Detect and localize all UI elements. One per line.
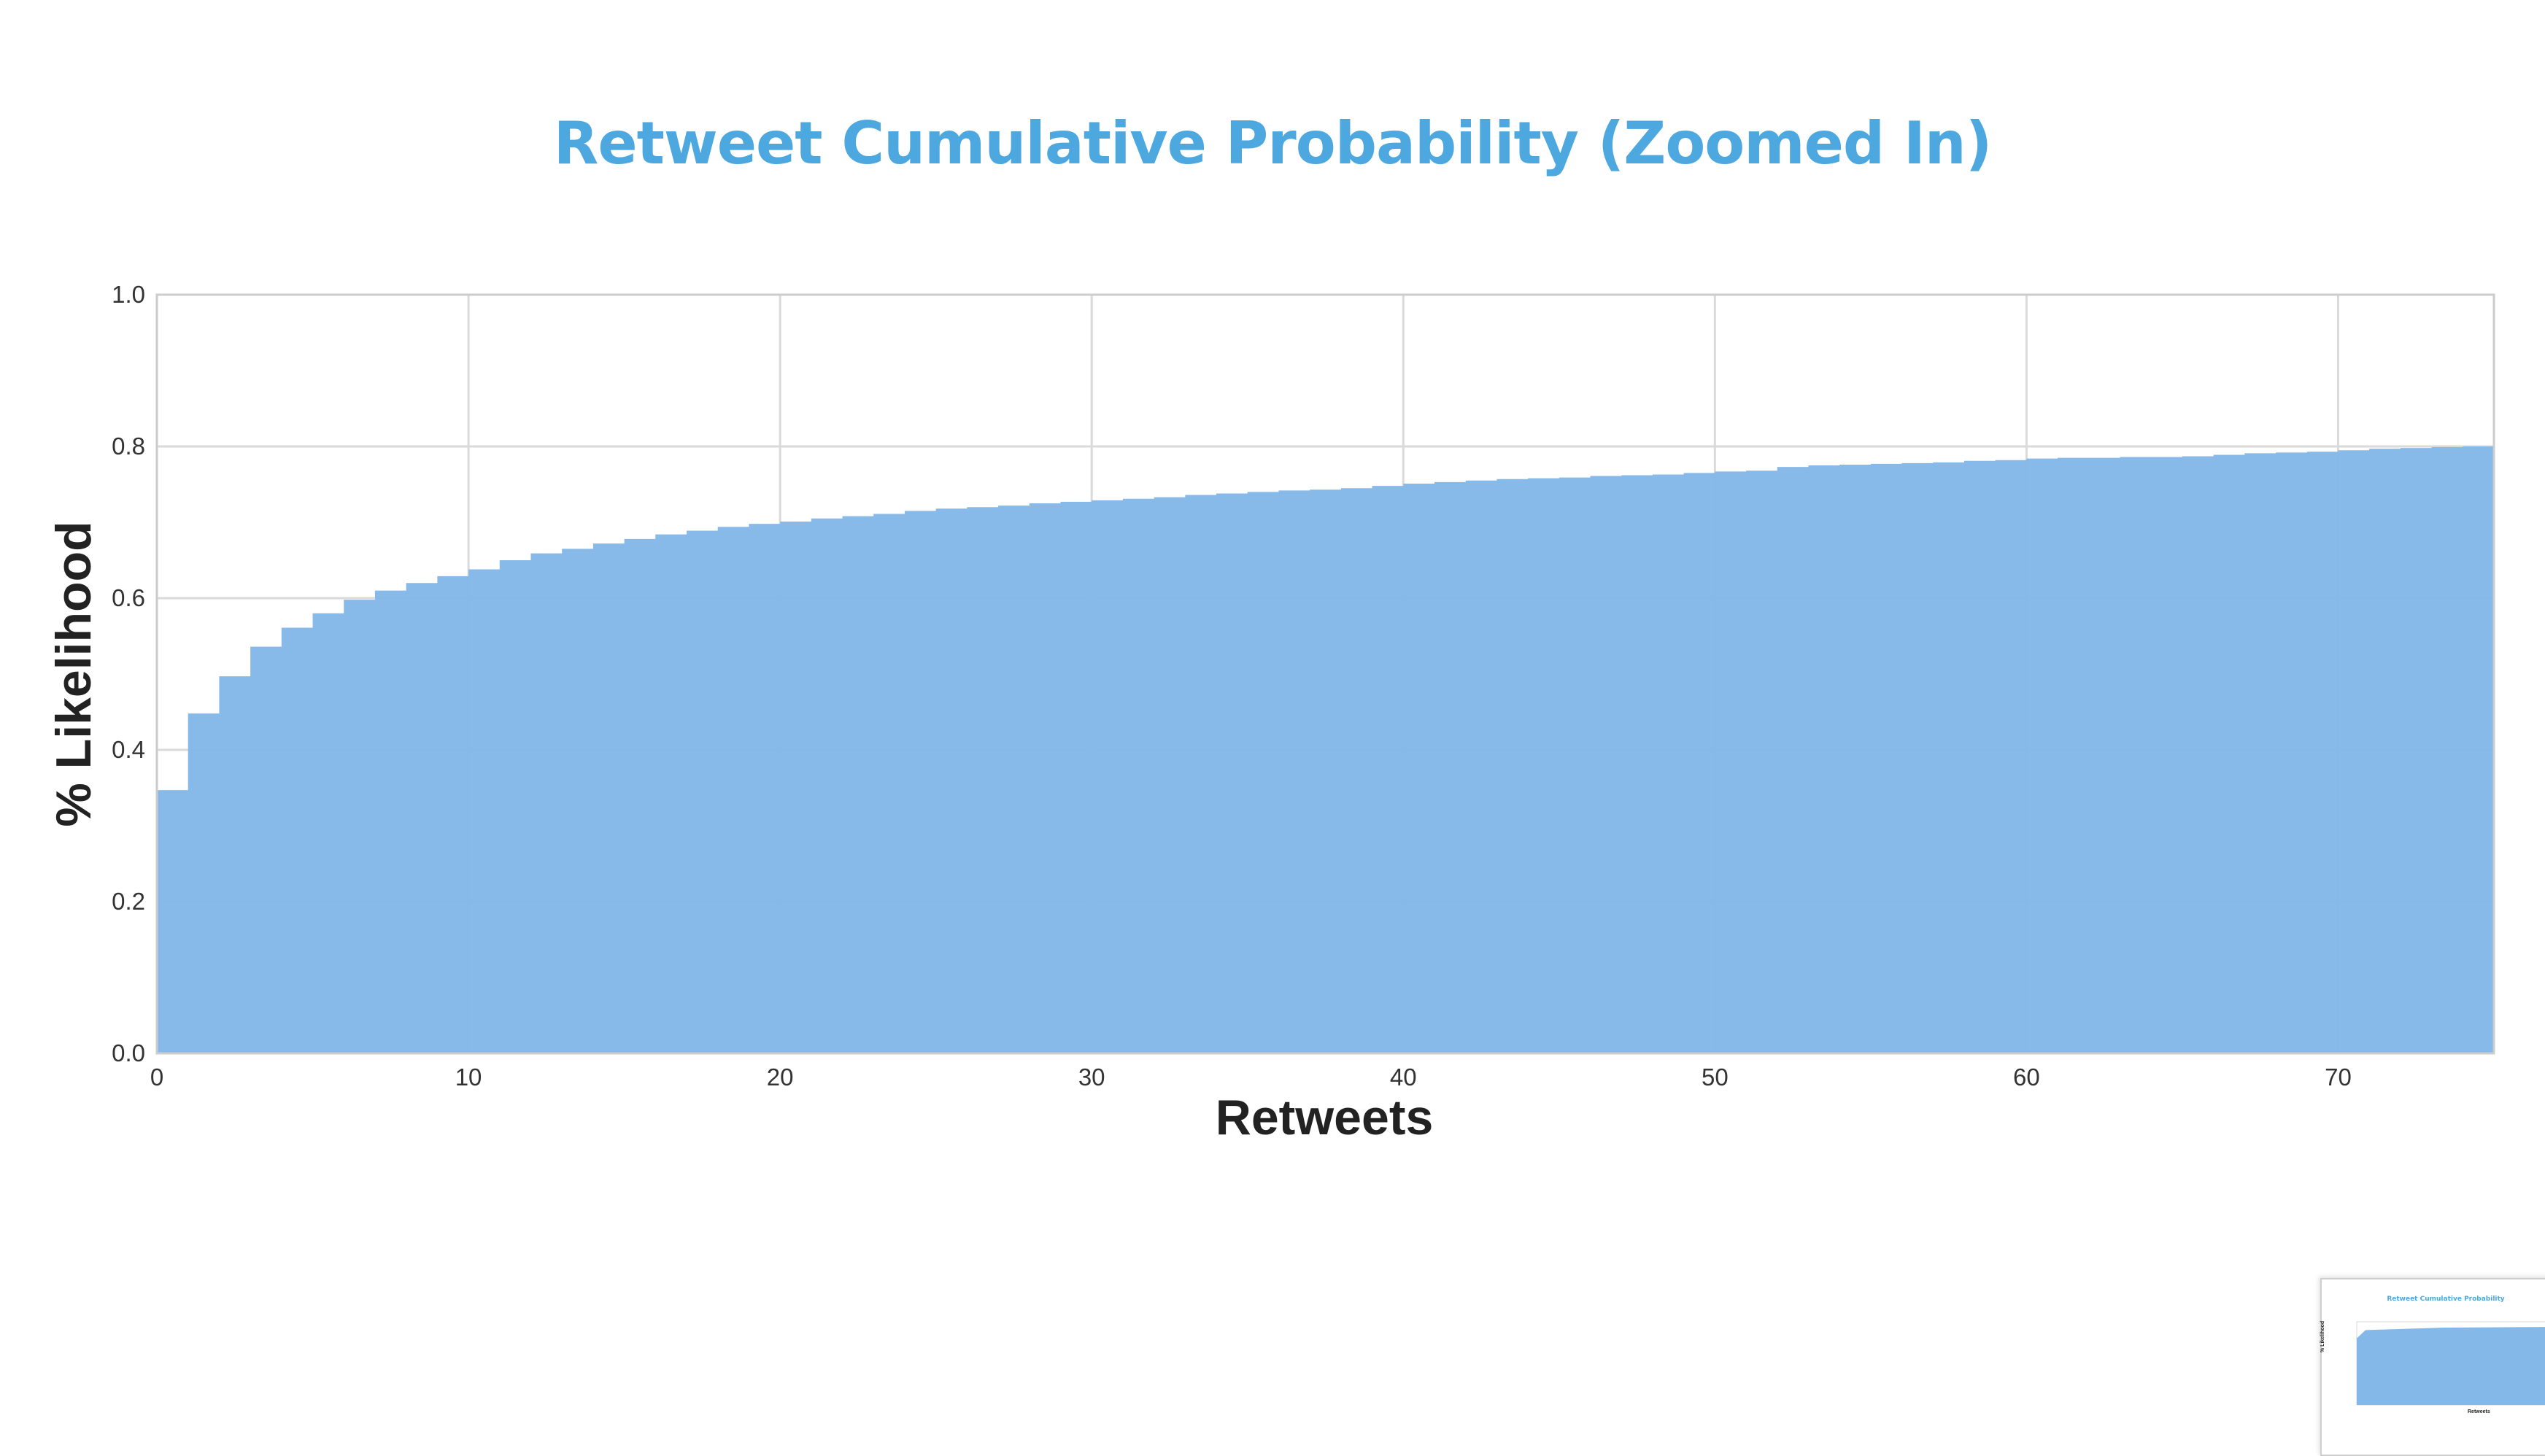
y-tick-label: 0.8: [112, 433, 145, 460]
plot-frame: [155, 293, 2495, 1055]
slide-title: Retweet Cumulative Probability (Zoomed I…: [553, 109, 1993, 177]
x-tick-label: 40: [1390, 1064, 1417, 1091]
thumbnail-title: Retweet Cumulative Probability: [2387, 1296, 2505, 1303]
x-tick-label: 30: [1078, 1064, 1105, 1091]
x-tick-label: 20: [767, 1064, 794, 1091]
y-tick-label: 0.0: [112, 1039, 145, 1066]
y-tick-label: 1.0: [112, 281, 145, 308]
plot-border: [155, 293, 2495, 1055]
thumbnail-area: [2357, 1327, 2545, 1405]
x-tick-label: 70: [2325, 1064, 2352, 1091]
y-tick-label: 0.4: [112, 736, 145, 763]
y-axis-ticks: 0.0 0.2 0.4 0.6 0.8 1.0: [112, 281, 145, 1066]
slide-thumbnail[interactable]: Retweet Cumulative Probability % Likelih…: [2320, 1278, 2545, 1456]
thumbnail-chart: [2356, 1321, 2545, 1406]
x-tick-label: 10: [455, 1064, 482, 1091]
x-tick-label: 50: [1702, 1064, 1729, 1091]
x-axis-label: Retweets: [1216, 1090, 1434, 1145]
thumbnail-y-label: % Likelihood: [2320, 1320, 2325, 1352]
y-tick-label: 0.6: [112, 584, 145, 611]
thumbnail-x-label: Retweets: [2468, 1409, 2490, 1414]
x-axis-ticks: 0 10 20 30 40 50 60 70: [150, 1064, 2352, 1091]
y-axis-label: % Likelihood: [46, 521, 101, 826]
step-area-layer: [157, 446, 2494, 1053]
cumulative-step-area: [157, 446, 2494, 1053]
x-tick-label: 60: [2013, 1064, 2040, 1091]
x-tick-label: 0: [150, 1064, 163, 1091]
y-tick-label: 0.2: [112, 888, 145, 915]
